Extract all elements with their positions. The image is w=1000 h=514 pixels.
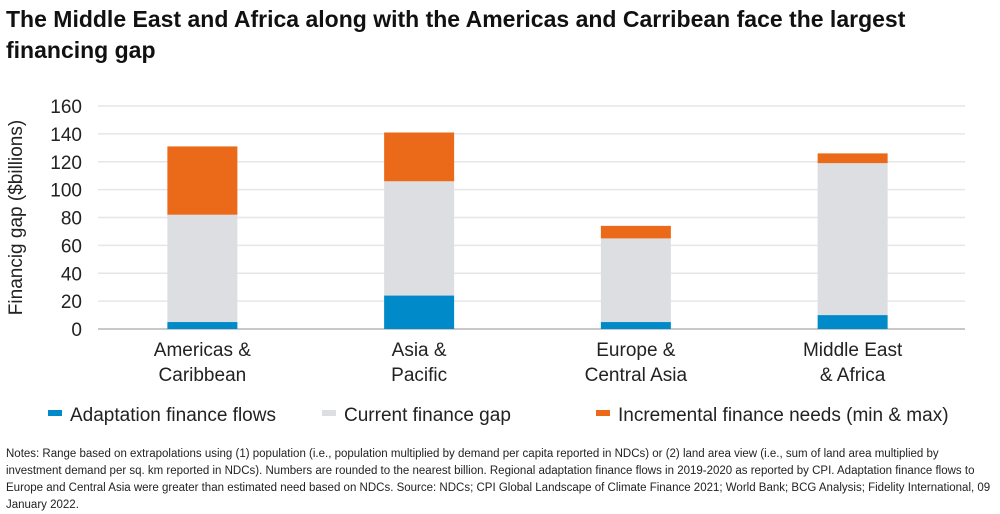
x-tick-label: Asia & (392, 340, 447, 361)
stacked-bar-chart: 0 20 40 60 80 100 120 140 160 Financig gap ($bill… (6, 97, 965, 426)
x-tick-label: Americas & (154, 340, 251, 361)
x-tick-label: Central Asia (585, 365, 688, 386)
bar-segment (600, 238, 671, 323)
x-tick-label: Europe & (596, 340, 676, 361)
x-tick-label: Caribbean (159, 365, 247, 386)
legend-swatch (322, 410, 336, 416)
legend-label: Adaptation finance flows (70, 405, 276, 426)
y-tick-label: 80 (61, 209, 82, 230)
bar-segment (600, 322, 671, 329)
bar-segment (167, 146, 238, 215)
bar-segment (817, 315, 888, 329)
bar-segment (817, 153, 888, 164)
y-tick-label: 60 (61, 236, 82, 257)
y-tick-label: 120 (50, 153, 82, 174)
bar-segment (600, 225, 671, 239)
x-tick-label: Pacific (391, 365, 447, 386)
legend-label: Current finance gap (344, 405, 511, 426)
legend-label: Incremental finance needs (min & max) (618, 405, 949, 426)
y-tick-label: 160 (50, 97, 82, 118)
chart-title: The Middle East and Africa along with th… (6, 6, 906, 63)
y-tick-label: 100 (50, 181, 82, 202)
y-tick-label: 140 (50, 125, 82, 146)
bar-segment (384, 132, 455, 182)
x-tick-label: Middle East (803, 340, 903, 361)
chart-notes: Notes: Range based on extrapolations usi… (6, 448, 991, 511)
legend-swatch (596, 410, 610, 416)
y-axis-label: Financig gap ($billions) (6, 120, 27, 315)
y-tick-label: 0 (71, 320, 82, 341)
bar-segment (167, 322, 238, 329)
bar-segment (384, 295, 455, 329)
y-tick-label: 40 (61, 264, 82, 285)
bar-segment (167, 214, 238, 323)
bar-segment (384, 181, 455, 296)
y-tick-label: 20 (61, 292, 82, 313)
x-tick-label: & Africa (820, 365, 886, 386)
legend-swatch (48, 410, 62, 416)
bar-segment (817, 163, 888, 316)
